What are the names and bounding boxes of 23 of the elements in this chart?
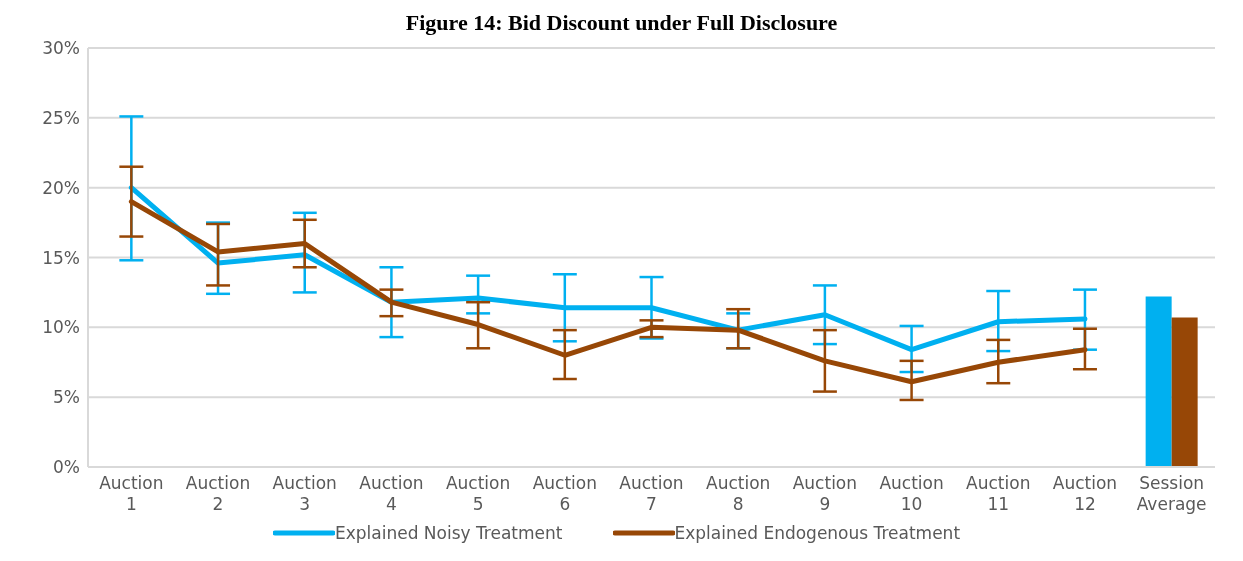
legend-label: Explained Noisy Treatment [334, 523, 563, 543]
legend-label: Explained Endogenous Treatment [674, 523, 961, 543]
x-tick-label: Auction 3 [272, 473, 337, 514]
y-tick-label: 5% [53, 387, 80, 408]
x-tick-label: Auction 4 [359, 473, 424, 514]
x-tick-label: Auction 8 [706, 473, 771, 514]
x-tick-label: Auction 10 [879, 473, 944, 514]
x-tick-label: Auction 2 [185, 473, 251, 514]
x-tick-label: Auction 1 [99, 473, 164, 514]
x-tick-label: Auction 7 [619, 473, 684, 514]
y-tick-label: 25% [42, 107, 80, 128]
x-tick-label: Auction 12 [1052, 473, 1118, 514]
y-tick-label: 15% [42, 247, 80, 268]
y-tick-label: 10% [42, 317, 80, 338]
x-tick-label: Auction 11 [966, 473, 1031, 514]
y-tick-label: 30% [42, 38, 80, 59]
x-tick-label: Auction 9 [792, 473, 858, 514]
x-tick-label: Auction 6 [532, 473, 597, 514]
x-tick-label: Auction 5 [445, 473, 511, 514]
x-tick-label: Session Average [1136, 473, 1207, 514]
y-tick-label: 20% [42, 177, 80, 198]
y-tick-label: 0% [53, 457, 80, 478]
chart-title: Figure 14: Bid Discount under Full Disclosure [404, 9, 839, 37]
